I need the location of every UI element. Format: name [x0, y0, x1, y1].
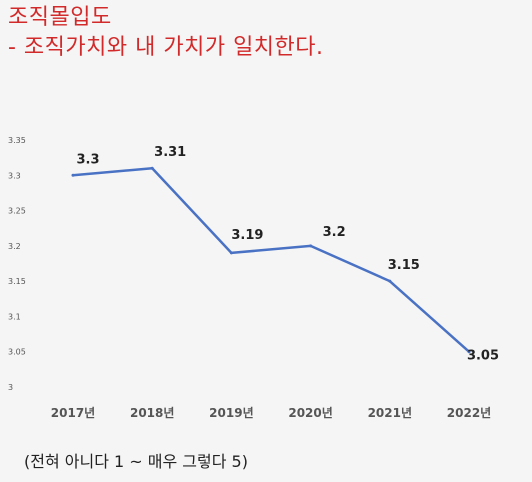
- y-tick-label: 3.05: [8, 348, 26, 357]
- x-tick-label: 2020년: [288, 406, 332, 420]
- y-tick-label: 3.1: [8, 312, 21, 321]
- data-point: [309, 244, 313, 248]
- x-tick-label: 2021년: [368, 406, 412, 420]
- y-tick-label: 3.2: [8, 242, 21, 251]
- y-tick-label: 3.15: [8, 277, 26, 286]
- data-label: 3.05: [467, 349, 499, 364]
- data-label: 3.15: [388, 258, 420, 273]
- data-label: 3.31: [154, 145, 186, 160]
- y-tick-label: 3.3: [8, 171, 21, 180]
- data-point: [229, 251, 233, 255]
- page-subtitle: - 조직가치와 내 가치가 일치한다.: [8, 35, 324, 60]
- scale-footnote: (전혀 아니다 1 ~ 매우 그렇다 5): [24, 452, 248, 471]
- y-tick-label: 3.35: [8, 136, 26, 145]
- data-point: [388, 279, 392, 283]
- x-tick-label: 2018년: [130, 406, 174, 420]
- y-tick-label: 3: [8, 383, 13, 392]
- data-point: [467, 350, 471, 354]
- data-point: [150, 166, 154, 170]
- x-tick-label: 2017년: [51, 406, 95, 420]
- data-label: 3.3: [76, 152, 99, 167]
- page-title: 조직몰입도: [8, 5, 112, 30]
- data-point: [71, 173, 75, 177]
- data-label: 3.19: [231, 228, 263, 243]
- series-line: [71, 166, 471, 353]
- y-tick-label: 3.25: [8, 207, 26, 216]
- x-tick-label: 2019년: [209, 406, 253, 420]
- data-label: 3.2: [323, 225, 346, 240]
- x-tick-label: 2022년: [447, 406, 491, 420]
